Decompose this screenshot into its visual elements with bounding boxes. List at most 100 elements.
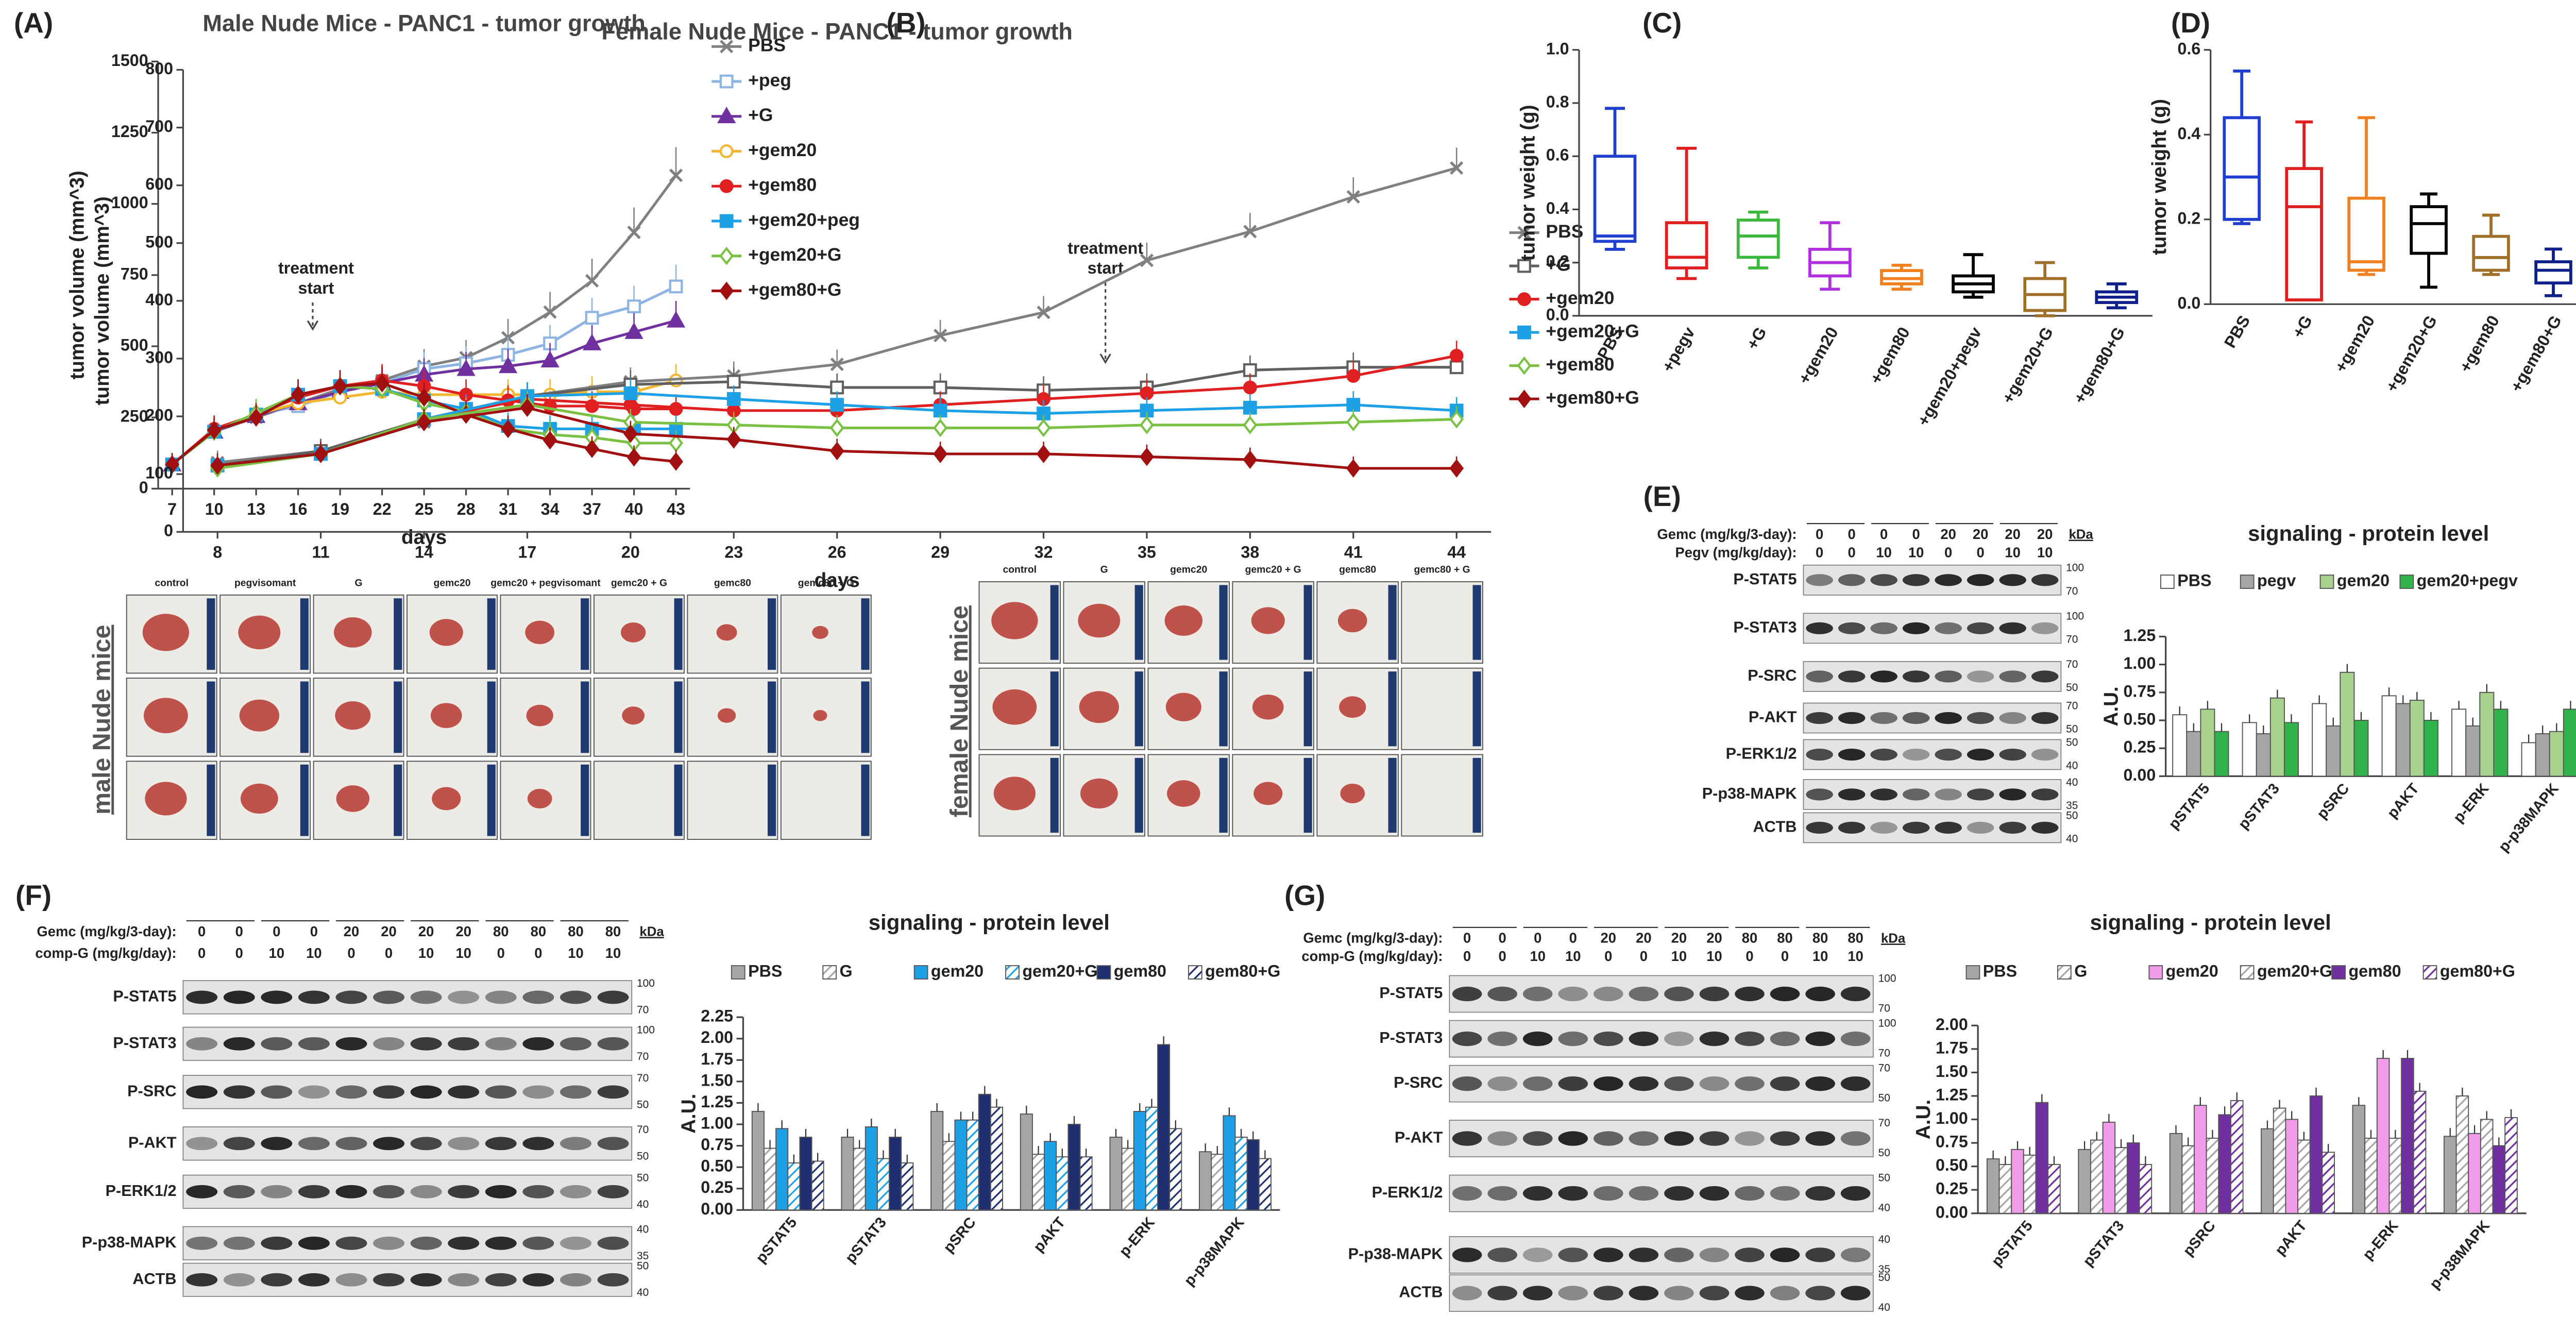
y-axis-label: tumor weight (g) (1517, 105, 1539, 261)
kda-marker: 100 (637, 977, 655, 989)
band (597, 1236, 629, 1250)
bar (2504, 1117, 2518, 1214)
kda-marker: 40 (1878, 1202, 1890, 1214)
band (1629, 986, 1659, 1002)
x-tick-label: +pegv (1658, 324, 1699, 375)
y-tick-label: 1.75 (1936, 1038, 1968, 1057)
tumor (1078, 603, 1121, 638)
bar (841, 1136, 854, 1211)
band (485, 1236, 517, 1250)
bar (2563, 708, 2576, 777)
y-tick-label: 1250 (111, 122, 148, 141)
bar (2200, 708, 2215, 777)
kda-marker: 50 (1878, 1147, 1890, 1159)
lane-value: 0 (1912, 526, 1920, 542)
band (1838, 748, 1866, 761)
y-tick-label: 0.75 (2123, 682, 2156, 700)
data-point (1346, 369, 1361, 383)
bar (1079, 1156, 1093, 1211)
band (373, 1037, 405, 1051)
blot-row-label: P-STAT3 (113, 1034, 176, 1052)
bar (2395, 703, 2411, 777)
band (186, 1137, 218, 1151)
kda-marker: 70 (2066, 633, 2078, 645)
legend-label: gem20 (2166, 962, 2218, 981)
band (485, 1137, 517, 1151)
kda-marker: 50 (1878, 1092, 1890, 1104)
band (186, 1185, 218, 1199)
box (2347, 196, 2385, 272)
data-point (726, 430, 741, 449)
tumor (992, 689, 1037, 725)
legend-label: gem20+G (2257, 962, 2332, 981)
blot-row-label: P-STAT5 (1733, 570, 1797, 588)
tumor (1253, 782, 1283, 805)
blot (182, 980, 633, 1015)
y-axis-label: tumor weight (g) (2148, 99, 2171, 255)
data-point (1243, 380, 1257, 395)
band (1487, 986, 1517, 1002)
lane-value: 20 (1706, 930, 1722, 946)
kda-marker: 50 (637, 1172, 649, 1184)
kda-marker: 40 (2066, 833, 2078, 845)
bar (2455, 1095, 2469, 1214)
annotation: treatment (1067, 239, 1143, 257)
band (1522, 1131, 1553, 1146)
blot-row-label: P-p38-MAPK (82, 1234, 177, 1251)
band (1935, 788, 1962, 801)
data-point (375, 374, 389, 393)
band (1770, 1286, 1800, 1301)
x-tick-label: +gem20+pegv (1913, 324, 1985, 429)
band (485, 990, 517, 1004)
panel-label: (E) (1643, 480, 1681, 512)
band (2031, 622, 2059, 634)
x-tick-label: pSRC (2314, 781, 2352, 822)
lane-value: 20 (1973, 526, 1988, 542)
y-tick-label: 0 (164, 521, 173, 540)
bar (2401, 1058, 2414, 1214)
x-tick-label: 11 (312, 543, 330, 562)
data-point (626, 448, 641, 467)
band (186, 1037, 218, 1051)
band (522, 1085, 554, 1099)
band (335, 1185, 367, 1199)
band (1806, 574, 1833, 586)
data-point (1449, 348, 1464, 363)
tumor (526, 704, 553, 727)
kda-marker: 70 (2066, 700, 2078, 712)
legend-swatch (731, 965, 745, 980)
lane-value: 10 (2005, 544, 2020, 560)
photo-ruler (1134, 757, 1143, 833)
lane-value: 20 (1940, 526, 1956, 542)
photo-ruler (207, 764, 215, 836)
band (597, 1137, 629, 1151)
data-point (540, 350, 560, 368)
legend-label: +G (1546, 254, 1570, 275)
legend-marker (1517, 259, 1531, 273)
y-tick-label: 0.25 (701, 1178, 733, 1196)
photo-column-label: gemc80 + G (798, 577, 854, 588)
photo-ruler (1303, 585, 1312, 660)
band (410, 1085, 442, 1099)
kda-marker: 40 (2066, 760, 2078, 772)
band (1999, 622, 2026, 634)
y-tick-label: 700 (145, 117, 173, 136)
blot-header-label: Gemc (mg/kg/3-day): (37, 923, 176, 939)
band (1452, 1247, 1482, 1262)
band (1735, 986, 1765, 1002)
tumor (432, 787, 461, 811)
band (1870, 712, 1897, 724)
x-tick-label: 10 (205, 500, 224, 518)
data-point (1450, 161, 1464, 175)
band (1805, 1247, 1835, 1262)
band (1935, 574, 1962, 586)
photo-column-label: gemc80 + G (1414, 564, 1470, 576)
band (1840, 1286, 1871, 1301)
photo-ruler (581, 764, 589, 836)
lane-value: 0 (1569, 930, 1577, 946)
bar (2181, 1145, 2195, 1214)
legend-swatch (1188, 965, 1202, 980)
band (1664, 1286, 1694, 1301)
data-point (520, 398, 535, 417)
bar (763, 1148, 777, 1211)
